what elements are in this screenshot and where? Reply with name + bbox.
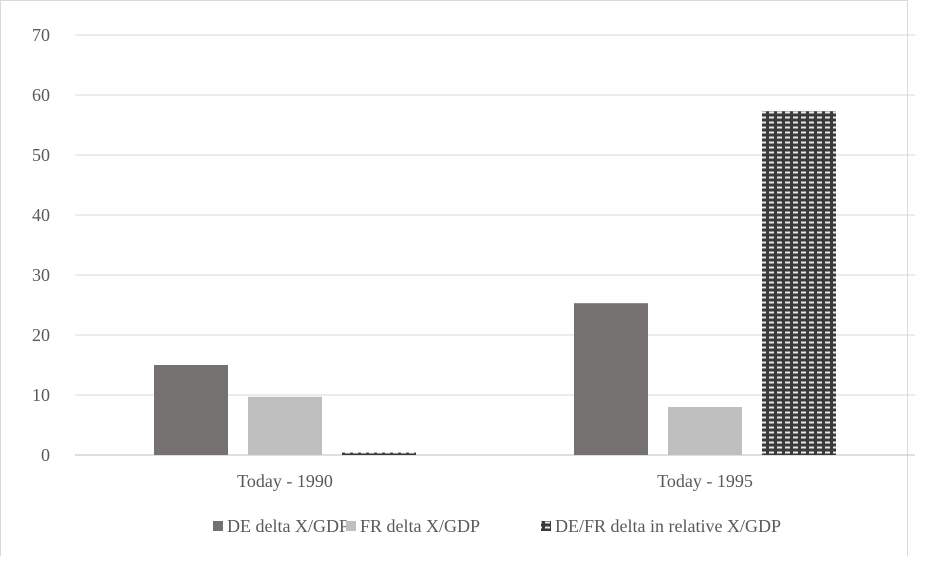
legend-swatch-1 <box>213 521 223 531</box>
legend-swatch-2 <box>346 521 356 531</box>
x-axis-tick-labels: Today - 1990 Today - 1995 <box>237 471 753 491</box>
bar-1-2 <box>574 303 648 455</box>
y-tick-label: 10 <box>32 385 50 405</box>
legend: DE delta X/GDP FR delta X/GDP DE/FR delta … <box>213 516 781 536</box>
y-tick-label: 50 <box>32 145 50 165</box>
legend-label-2: FR delta X/GDP <box>360 516 480 536</box>
legend-label-3: DE/FR delta in relative X/GDP <box>555 516 781 536</box>
y-tick-label: 20 <box>32 325 50 345</box>
x-tick-label: Today - 1990 <box>237 471 333 491</box>
bar-3-2 <box>762 111 836 455</box>
bar-3-1 <box>342 452 416 455</box>
y-tick-label: 70 <box>32 25 50 45</box>
y-tick-label: 30 <box>32 265 50 285</box>
bar-2-1 <box>248 396 322 455</box>
legend-label-1: DE delta X/GDP <box>227 516 349 536</box>
y-axis-tick-labels: 0 10 20 30 40 50 60 70 <box>32 25 50 465</box>
bar-2-2 <box>668 407 742 455</box>
y-tick-label: 40 <box>32 205 50 225</box>
y-tick-label: 60 <box>32 85 50 105</box>
y-tick-label: 0 <box>41 445 50 465</box>
bar-1-1 <box>154 365 228 455</box>
legend-swatch-3 <box>541 521 551 531</box>
bars <box>154 111 836 455</box>
chart-frame <box>0 0 908 556</box>
x-tick-label: Today - 1995 <box>657 471 753 491</box>
